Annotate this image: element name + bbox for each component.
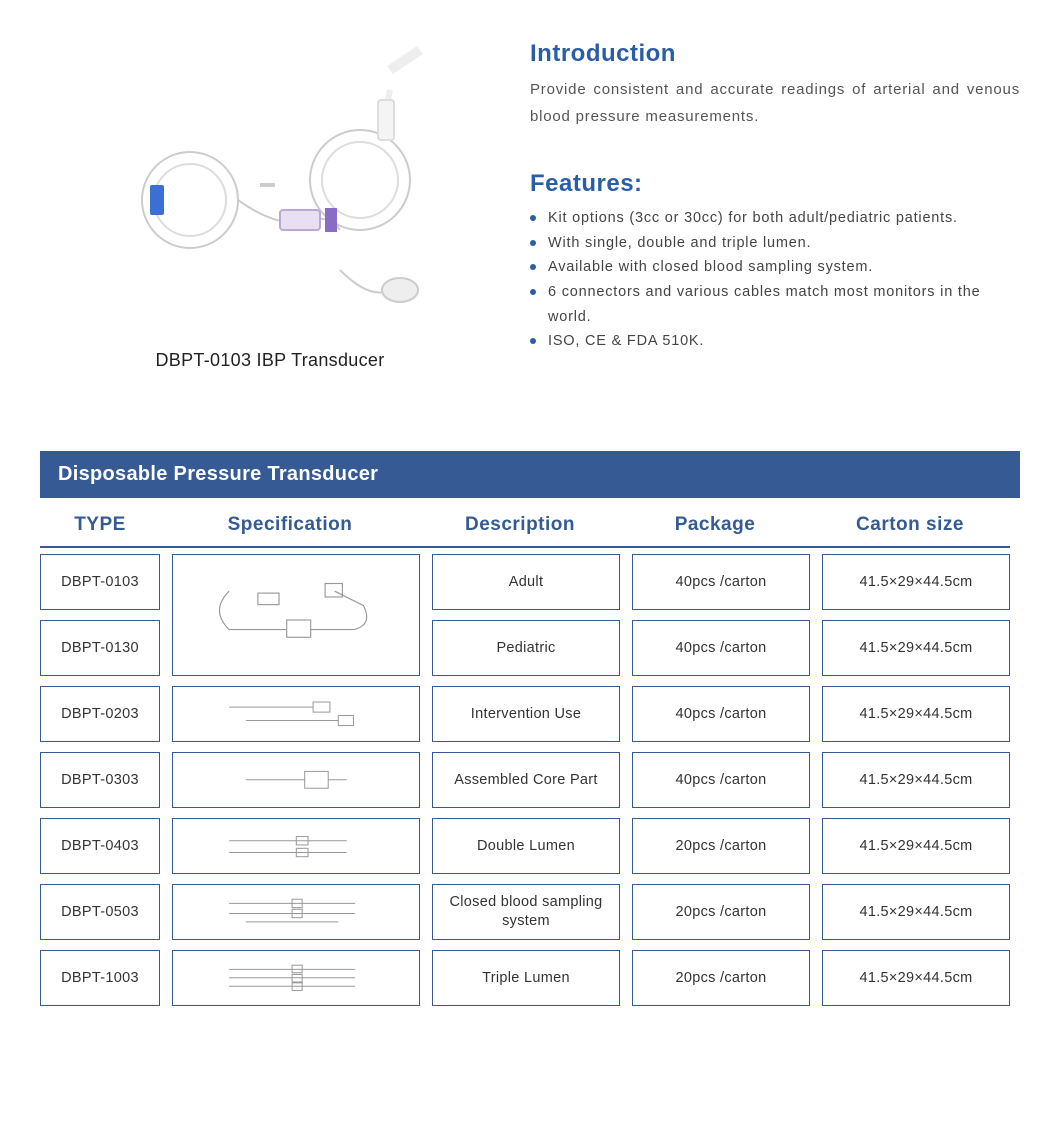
table-row: DBPT-0303 Assembled Core Part 40pcs /car… [40,752,1020,808]
header-desc: Description [420,504,620,548]
cell-pkg: 20pcs /carton [632,884,810,940]
cell-desc: Triple Lumen [432,950,620,1006]
cell-size: 41.5×29×44.5cm [822,752,1010,808]
cell-size: 41.5×29×44.5cm [822,554,1010,610]
feature-item: Kit options (3cc or 30cc) for both adult… [530,206,1020,231]
cell-desc: Closed blood sampling system [432,884,620,940]
right-stack: Adult 40pcs /carton 41.5×29×44.5cm Pedia… [432,554,1010,676]
spec-diagram-icon [191,829,402,863]
spec-diagram-icon [191,572,402,658]
cell-spec [172,884,420,940]
cell-desc: Intervention Use [432,686,620,742]
cell-type: DBPT-0130 [40,620,160,676]
feature-item: With single, double and triple lumen. [530,231,1020,256]
table-title: Disposable Pressure Transducer [40,451,1020,498]
cell-size: 41.5×29×44.5cm [822,884,1010,940]
cell-type: DBPT-0303 [40,752,160,808]
header-type: TYPE [40,504,160,548]
feature-item: ISO, CE & FDA 510K. [530,329,1020,354]
type-stack: DBPT-0103 DBPT-0130 [40,554,160,676]
header-pkg: Package [620,504,810,548]
cell-pkg: 40pcs /carton [632,554,810,610]
table-header-row: TYPE Specification Description Package C… [40,504,1020,548]
cell-type: DBPT-0503 [40,884,160,940]
cell-spec [172,818,420,874]
cell-spec [172,554,420,676]
table-body: DBPT-0103 DBPT-0130 Adult 40pcs /carton … [40,554,1020,1006]
table-row-group: DBPT-0103 DBPT-0130 Adult 40pcs /carton … [40,554,1020,676]
spec-diagram-icon [191,961,402,995]
cell-type: DBPT-0203 [40,686,160,742]
table-row: DBPT-0503 Closed blood sampling system 2… [40,884,1020,940]
table-section: Disposable Pressure Transducer TYPE Spec… [40,451,1020,1006]
cell-pkg: 20pcs /carton [632,950,810,1006]
cell-size: 41.5×29×44.5cm [822,950,1010,1006]
spec-diagram-icon [191,763,402,797]
product-caption: DBPT-0103 IBP Transducer [156,350,385,371]
cell-pkg: 40pcs /carton [632,620,810,676]
cell-size: 41.5×29×44.5cm [822,818,1010,874]
info-column: Introduction Provide consistent and accu… [530,30,1020,371]
cell-desc: Adult [432,554,620,610]
introduction-text: Provide consistent and accurate readings… [530,76,1020,130]
spec-diagram-icon [191,895,402,929]
introduction-heading: Introduction [530,40,1020,68]
feature-item: Available with closed blood sampling sys… [530,255,1020,280]
cell-pkg: 20pcs /carton [632,818,810,874]
cell-pkg: 40pcs /carton [632,752,810,808]
cell-size: 41.5×29×44.5cm [822,686,1010,742]
cell-desc: Pediatric [432,620,620,676]
top-section: DBPT-0103 IBP Transducer Introduction Pr… [40,30,1020,371]
cell-desc: Assembled Core Part [432,752,620,808]
cell-spec [172,686,420,742]
cell-type: DBPT-1003 [40,950,160,1006]
product-image [80,30,460,330]
table-row: Adult 40pcs /carton 41.5×29×44.5cm [432,554,1010,610]
feature-item: 6 connectors and various cables match mo… [530,280,1020,329]
cell-spec [172,950,420,1006]
cell-type: DBPT-0403 [40,818,160,874]
table-row: DBPT-0403 Double Lumen 20pcs /carton 41.… [40,818,1020,874]
features-heading: Features: [530,170,1020,198]
header-size: Carton size [810,504,1010,548]
cell-spec [172,752,420,808]
spec-diagram-icon [191,697,402,731]
header-spec: Specification [160,504,420,548]
image-column: DBPT-0103 IBP Transducer [40,30,500,371]
cell-type: DBPT-0103 [40,554,160,610]
cell-pkg: 40pcs /carton [632,686,810,742]
table-row: Pediatric 40pcs /carton 41.5×29×44.5cm [432,620,1010,676]
transducer-illustration-icon [80,30,460,330]
cell-size: 41.5×29×44.5cm [822,620,1010,676]
cell-desc: Double Lumen [432,818,620,874]
features-list: Kit options (3cc or 30cc) for both adult… [530,206,1020,354]
table-row: DBPT-0203 Intervention Use 40pcs /carton… [40,686,1020,742]
table-row: DBPT-1003 Triple Lumen 20pcs /carton 41.… [40,950,1020,1006]
